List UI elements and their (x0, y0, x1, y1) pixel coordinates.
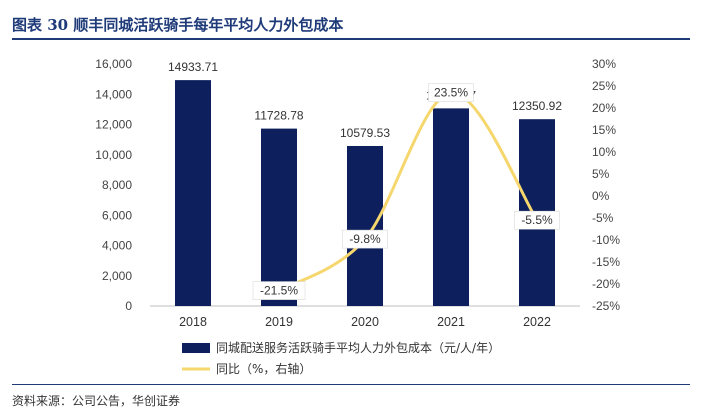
yoy-value-label: -21.5% (260, 284, 298, 298)
x-category-label: 2020 (351, 315, 379, 329)
bar-value-label: 12350.92 (512, 99, 562, 113)
right-tick-label: -20% (592, 277, 620, 291)
yoy-label-box (428, 83, 474, 102)
left-tick-label: 2,000 (102, 269, 132, 283)
left-tick-label: 0 (125, 299, 132, 313)
left-tick-label: 10,000 (95, 148, 132, 162)
legend-bar-swatch (182, 343, 210, 353)
right-tick-label: 20% (592, 101, 616, 115)
bar (433, 108, 469, 306)
bar-value-label: 11728.78 (254, 109, 303, 123)
yoy-value-label: -9.8% (349, 232, 381, 246)
bar (261, 128, 297, 306)
title-divider (12, 38, 690, 40)
yoy-label-box (342, 229, 388, 249)
legend-bar-label: 同城配送服务活跃骑手平均人力外包成本（元/人/年） (216, 340, 500, 355)
legend-line-label: 同比（%，右轴） (216, 361, 311, 376)
x-category-label: 2019 (265, 315, 293, 329)
left-tick-label: 4,000 (102, 239, 132, 253)
yoy-value-label: -5.5% (521, 213, 553, 227)
bar-value-label: 10579.53 (340, 126, 390, 140)
left-tick-label: 14,000 (95, 87, 132, 101)
right-tick-label: 30% (592, 57, 616, 71)
left-tick-label: 8,000 (102, 178, 132, 192)
yoy-line (277, 91, 539, 293)
x-category-label: 2021 (437, 315, 465, 329)
right-tick-label: 0% (592, 189, 610, 203)
left-tick-label: 12,000 (95, 118, 132, 132)
x-category-label: 2022 (523, 315, 551, 329)
right-tick-label: 25% (592, 79, 616, 93)
right-tick-label: 15% (592, 123, 616, 137)
yoy-label-box (252, 281, 306, 300)
footer-divider (12, 384, 690, 385)
yoy-label-box (514, 210, 560, 230)
left-tick-label: 6,000 (102, 208, 132, 222)
bar-value-label: 14933.71 (168, 60, 218, 74)
bar (347, 145, 383, 306)
right-tick-label: 5% (592, 167, 610, 181)
yoy-value-label: 23.5% (434, 86, 468, 100)
source-note: 资料来源：公司公告，华创证券 (12, 394, 181, 408)
left-tick-label: 16,000 (95, 57, 132, 71)
bar (175, 80, 211, 306)
right-tick-label: -25% (592, 299, 620, 313)
right-tick-label: -10% (592, 233, 620, 247)
figure-title: 图表 30 顺丰同城活跃骑手每年平均人力外包成本 (12, 16, 344, 34)
right-tick-label: 10% (592, 145, 616, 159)
right-tick-label: -5% (592, 211, 614, 225)
right-tick-label: -15% (592, 255, 620, 269)
x-category-label: 2018 (179, 315, 207, 329)
